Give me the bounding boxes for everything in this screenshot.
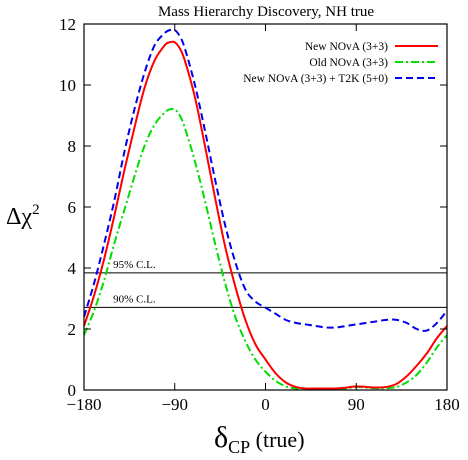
legend-label-0: New NOvA (3+3): [305, 41, 388, 53]
axis-ticks: −180 −90 0 90 180 0 2 4 6 8 10 12: [59, 15, 460, 414]
chart-title: Mass Hierarchy Discovery, NH true: [158, 4, 374, 20]
legend-label-2: New NOvA (3+3) + T2K (5+0): [243, 73, 388, 85]
y-axis-label-sup: 2: [32, 202, 40, 218]
reference-line-label-1: 90% C.L.: [113, 293, 156, 305]
x-tick-label-4: 180: [434, 395, 460, 414]
plot-area: 95% C.L. 90% C.L.: [83, 28, 448, 391]
y-axis-label-main: Δχ: [6, 204, 32, 230]
legend-label-1: Old NOvA (3+3): [309, 57, 388, 69]
legend: New NOvA (3+3) Old NOvA (3+3) New NOvA (3+…: [243, 41, 438, 85]
y-tick-label-4: 8: [68, 137, 77, 156]
y-tick-label-1: 2: [68, 320, 77, 339]
series-line-0: [83, 40, 448, 390]
x-axis-label-rest: (true): [250, 427, 304, 452]
y-tick-label-2: 4: [68, 259, 77, 278]
y-tick-label-6: 12: [59, 15, 76, 34]
x-tick-label-1: −90: [161, 395, 188, 414]
reference-line-label-0: 95% C.L.: [113, 259, 156, 271]
x-tick-label-3: 90: [348, 395, 365, 414]
y-axis-label: Δχ2: [6, 202, 40, 230]
y-tick-label-0: 0: [68, 381, 77, 400]
y-tick-label-3: 6: [68, 198, 77, 217]
series-line-1: [83, 107, 448, 391]
series-line-2: [83, 28, 448, 332]
x-axis-label-main: δ: [214, 421, 228, 454]
y-tick-label-5: 10: [59, 76, 76, 95]
x-tick-label-2: 0: [261, 395, 270, 414]
x-axis-label-sub: CP: [228, 437, 250, 457]
x-tick-label-0: −180: [66, 395, 101, 414]
x-axis-label: δCP (true): [214, 421, 305, 457]
